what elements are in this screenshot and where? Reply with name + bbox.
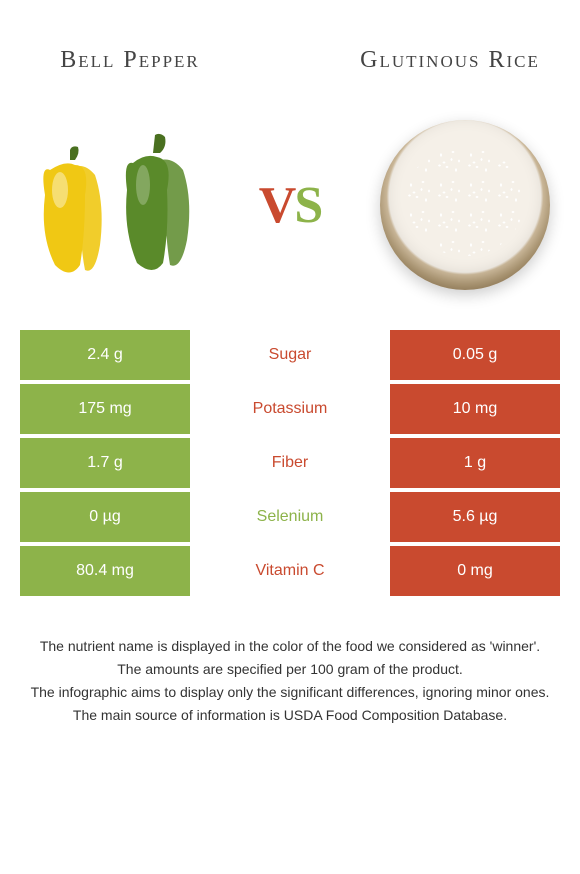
nutrient-left-value: 80.4 mg xyxy=(20,546,190,596)
table-row: 175 mgPotassium10 mg xyxy=(20,384,560,434)
vs-v: V xyxy=(259,177,295,234)
vs-label: VS xyxy=(259,176,321,235)
nutrient-table: 2.4 gSugar0.05 g175 mgPotassium10 mg1.7 … xyxy=(20,330,560,596)
nutrient-right-value: 0 mg xyxy=(390,546,560,596)
title-left: Bell Pepper xyxy=(30,47,230,74)
nutrient-right-value: 5.6 µg xyxy=(390,492,560,542)
nutrient-right-value: 0.05 g xyxy=(390,330,560,380)
nutrient-left-value: 1.7 g xyxy=(20,438,190,488)
nutrient-right-value: 10 mg xyxy=(390,384,560,434)
table-row: 1.7 gFiber1 g xyxy=(20,438,560,488)
footer-line: The infographic aims to display only the… xyxy=(20,682,560,703)
nutrient-name: Potassium xyxy=(190,384,390,434)
nutrient-right-value: 1 g xyxy=(390,438,560,488)
nutrient-left-value: 2.4 g xyxy=(20,330,190,380)
nutrient-name: Fiber xyxy=(190,438,390,488)
footer-notes: The nutrient name is displayed in the co… xyxy=(0,636,580,726)
nutrient-name: Sugar xyxy=(190,330,390,380)
table-row: 80.4 mgVitamin C0 mg xyxy=(20,546,560,596)
table-row: 2.4 gSugar0.05 g xyxy=(20,330,560,380)
nutrient-name: Vitamin C xyxy=(190,546,390,596)
glutinous-rice-image xyxy=(370,115,560,295)
bell-pepper-image xyxy=(20,115,210,295)
nutrient-name: Selenium xyxy=(190,492,390,542)
nutrient-left-value: 0 µg xyxy=(20,492,190,542)
title-right: Glutinous Rice xyxy=(350,46,550,75)
table-row: 0 µgSelenium5.6 µg xyxy=(20,492,560,542)
vs-s: S xyxy=(294,177,321,234)
nutrient-left-value: 175 mg xyxy=(20,384,190,434)
footer-line: The amounts are specified per 100 gram o… xyxy=(20,659,560,680)
footer-line: The nutrient name is displayed in the co… xyxy=(20,636,560,657)
footer-line: The main source of information is USDA F… xyxy=(20,705,560,726)
